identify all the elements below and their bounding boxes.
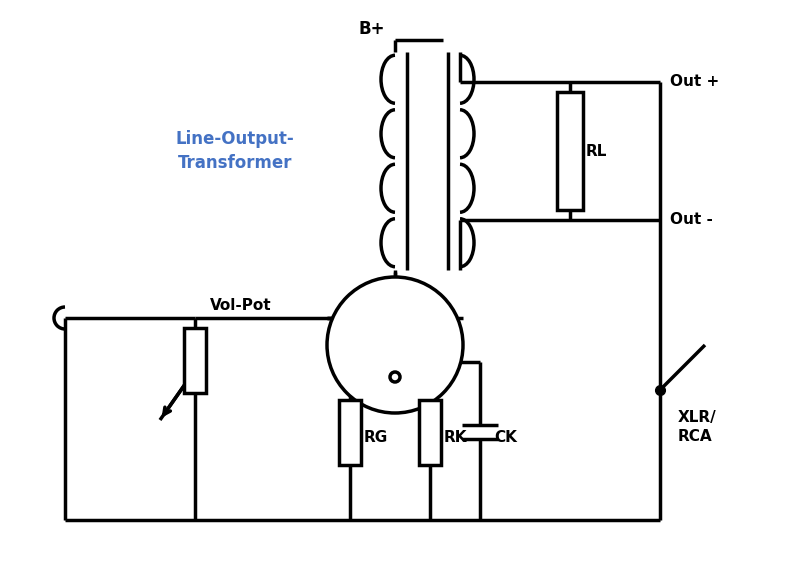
- Text: XLR/
RCA: XLR/ RCA: [678, 410, 717, 443]
- Text: Line-Output-
Transformer: Line-Output- Transformer: [176, 130, 294, 172]
- Text: RG: RG: [364, 429, 388, 445]
- Bar: [557, 92, 583, 210]
- Text: CK: CK: [494, 429, 517, 445]
- Text: RL: RL: [586, 143, 607, 158]
- Text: RK: RK: [444, 429, 467, 445]
- Bar: [419, 400, 441, 465]
- Text: B+: B+: [358, 20, 385, 38]
- Bar: [184, 328, 206, 392]
- Circle shape: [327, 277, 463, 413]
- Text: Out +: Out +: [670, 75, 719, 89]
- Text: Vol-Pot: Vol-Pot: [210, 298, 272, 313]
- Circle shape: [390, 372, 400, 382]
- Bar: [339, 400, 361, 465]
- Text: Out -: Out -: [670, 212, 713, 228]
